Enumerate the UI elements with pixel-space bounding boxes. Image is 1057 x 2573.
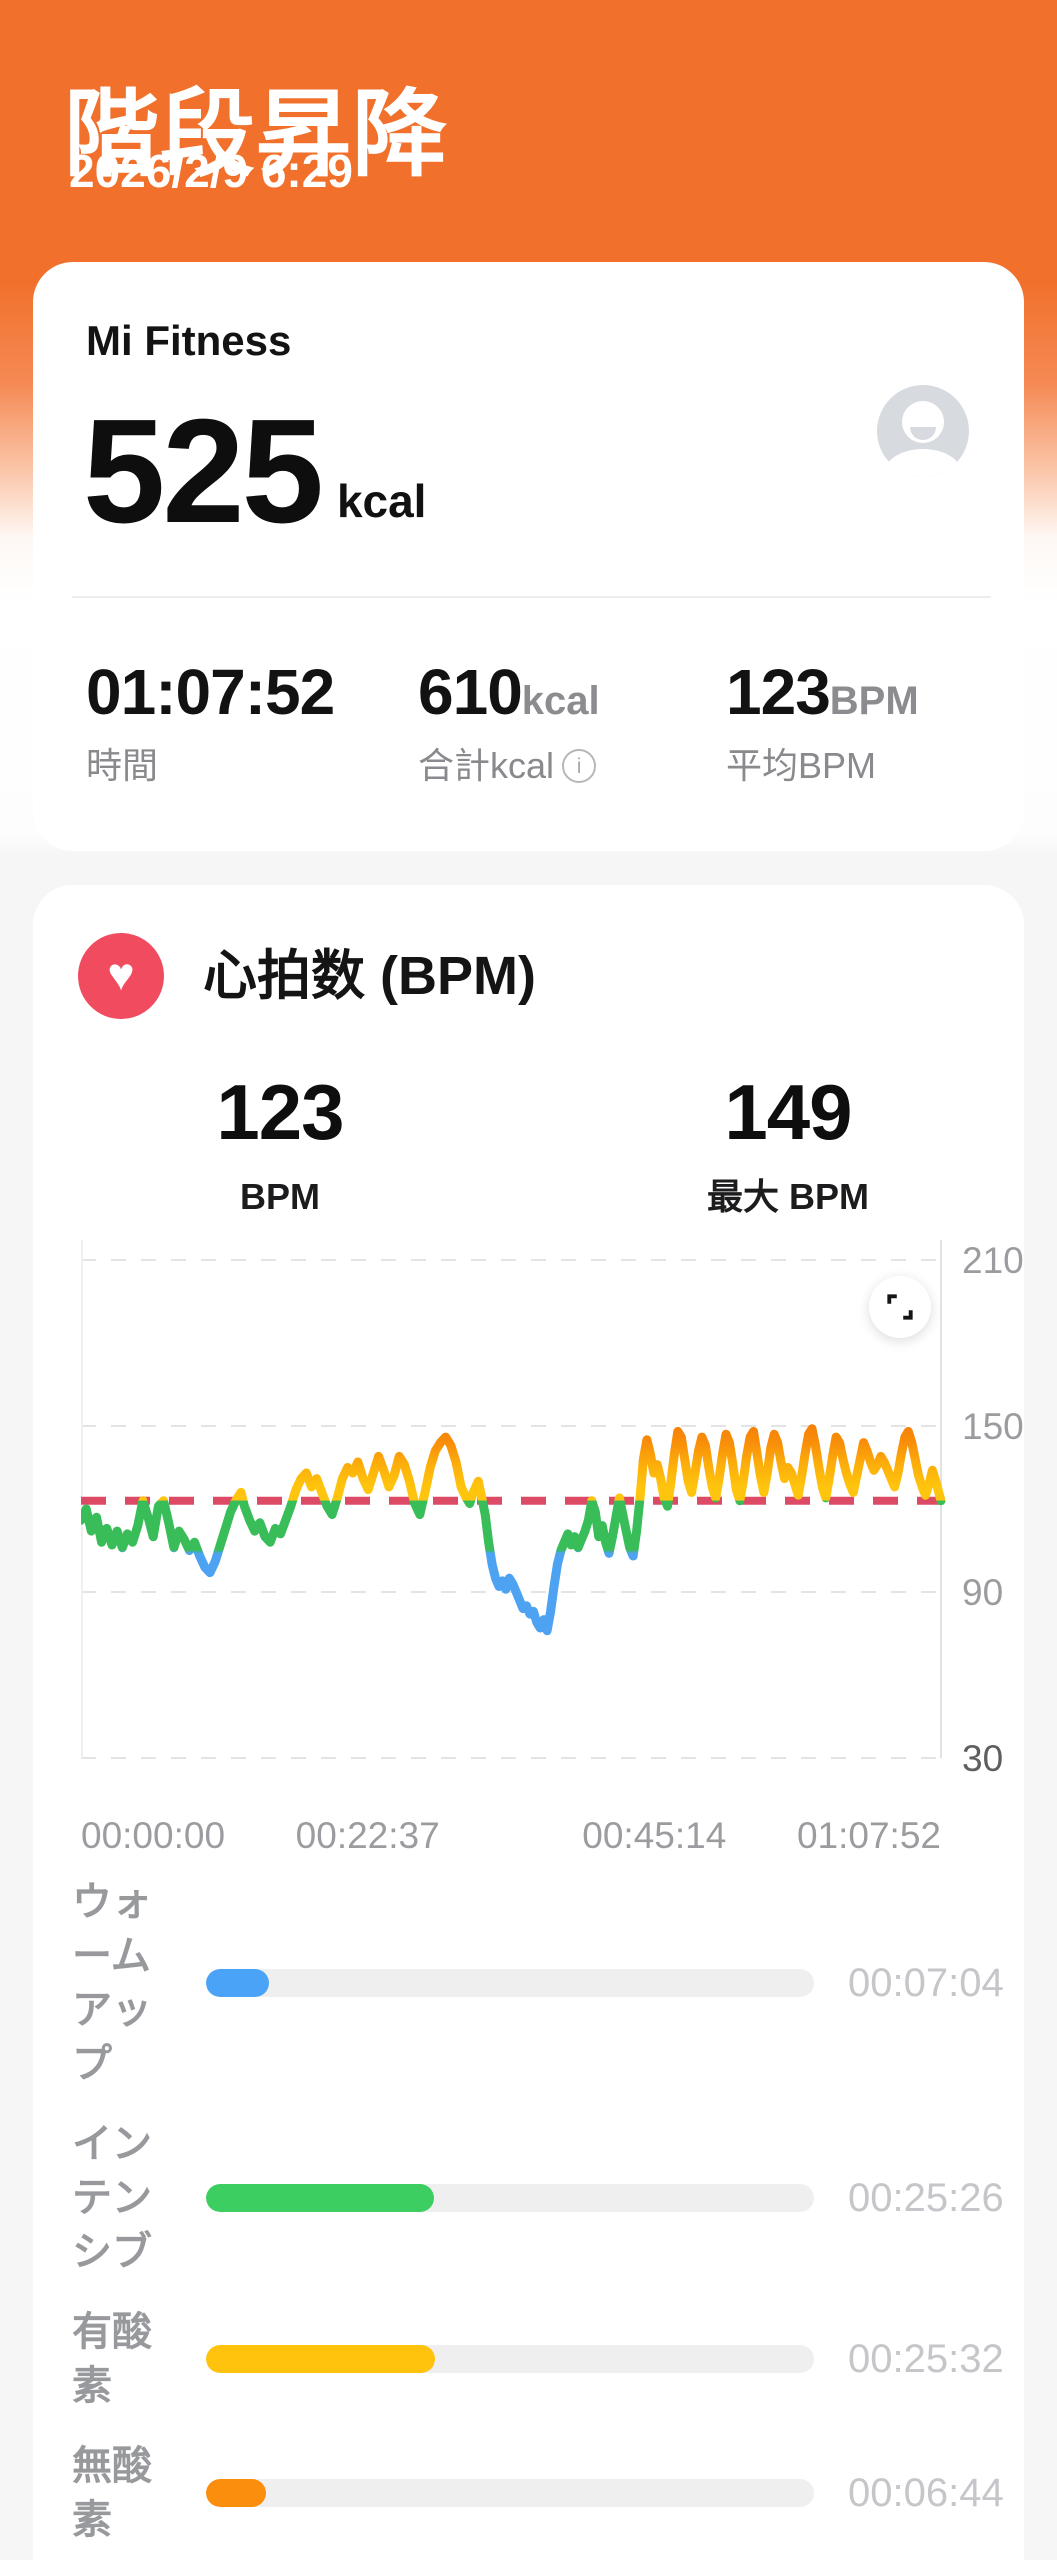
zone-intensive-bar-fill — [206, 2184, 434, 2212]
svg-text:210: 210 — [962, 1240, 1024, 1281]
avg-bpm-value: 123 — [726, 656, 831, 728]
zone-anaerobic-time: 00:06:44 — [848, 2471, 1004, 2515]
calories-value: 525 — [83, 389, 324, 554]
duration-label: 時間 — [86, 745, 159, 786]
total-kcal-unit: kcal — [521, 679, 600, 723]
zone-intensive-label: イン テン シブ — [72, 2122, 152, 2274]
avg-bpm-unit: BPM — [829, 679, 919, 723]
zone-row-aerobic: 有酸 素 00:25:32 — [72, 2305, 1012, 2413]
heart-rate-card: ♥ 心拍数 (BPM) 123 BPM 149 最大 BPM 210 150 90 3… — [33, 885, 1024, 2560]
zone-warmup-bar-fill — [206, 1969, 270, 1997]
expand-icon — [887, 1294, 913, 1320]
svg-text:90: 90 — [962, 1572, 1003, 1613]
stat-avg-bpm: 123 BPM 平均BPM — [726, 660, 919, 784]
metric-avg-bpm-value: 123 — [216, 1068, 344, 1156]
total-kcal-value: 610 — [418, 656, 523, 728]
workout-datetime: 2026/2/9 6:29 — [69, 145, 353, 197]
avatar-smile-shape — [910, 427, 936, 440]
metric-avg-bpm: 123 BPM — [130, 1073, 430, 1215]
zone-aerobic-label: 有酸 素 — [72, 2310, 152, 2408]
workout-title: 階段昇降 — [64, 81, 449, 188]
divider — [72, 596, 991, 598]
zone-aerobic-bar — [206, 2345, 814, 2373]
svg-text:150: 150 — [962, 1406, 1024, 1447]
metric-max-bpm-value: 149 — [724, 1068, 852, 1156]
zone-anaerobic-bar-fill — [206, 2479, 267, 2507]
avatar — [877, 385, 969, 477]
total-kcal-label: 合計kcal — [418, 745, 555, 786]
metric-max-bpm-label: 最大 BPM — [706, 1176, 869, 1217]
avg-bpm-label: 平均BPM — [726, 745, 877, 786]
zone-warmup-bar — [206, 1969, 814, 1997]
stat-total-kcal: 610 kcal 合計kcal i — [418, 660, 600, 784]
metric-avg-bpm-label: BPM — [240, 1176, 320, 1217]
heart-rate-zones: ウォ ーム アッ プ 00:07:04 イン テン シブ 00:25:26 有酸… — [72, 1875, 1012, 2573]
source-app-label: Mi Fitness — [86, 317, 292, 364]
zone-aerobic-time: 00:25:32 — [848, 2337, 1004, 2381]
avatar-torso-shape — [885, 449, 961, 477]
zone-row-warmup: ウォ ーム アッ プ 00:07:04 — [72, 1875, 1012, 2091]
heart-rate-chart[interactable]: 210 150 90 30 00:00:00 00:22:37 00:45:14 01:07:… — [81, 1240, 1024, 1865]
zone-warmup-time: 00:07:04 — [848, 1961, 1004, 2005]
calories-unit: kcal — [336, 475, 427, 527]
zone-anaerobic-bar — [206, 2479, 814, 2507]
svg-text:00:22:37: 00:22:37 — [296, 1815, 440, 1856]
svg-text:01:07:52: 01:07:52 — [797, 1815, 941, 1856]
heart-rate-title: 心拍数 (BPM) — [203, 946, 536, 1006]
summary-card: Mi Fitness 525 kcal 01:07:52 時間 610 kcal — [33, 262, 1024, 851]
zone-anaerobic-label: 無酸 素 — [72, 2444, 152, 2542]
zone-aerobic-bar-fill — [206, 2345, 435, 2373]
expand-chart-button[interactable] — [869, 1276, 931, 1338]
svg-text:00:45:14: 00:45:14 — [582, 1815, 726, 1856]
duration-value: 01:07:52 — [86, 656, 335, 728]
svg-text:30: 30 — [962, 1738, 1003, 1779]
heart-icon: ♥ — [78, 933, 164, 1019]
zone-row-intensive: イン テン シブ 00:25:26 — [72, 2117, 1012, 2279]
calories-display: 525 kcal — [83, 398, 426, 546]
stat-duration: 01:07:52 時間 — [86, 656, 335, 786]
zone-warmup-label: ウォ ーム アッ プ — [72, 1880, 152, 2086]
svg-text:00:00:00: 00:00:00 — [81, 1815, 225, 1856]
zone-row-anaerobic: 無酸 素 00:06:44 — [72, 2439, 1012, 2547]
zone-intensive-time: 00:25:26 — [848, 2176, 1004, 2220]
metric-max-bpm: 149 最大 BPM — [638, 1073, 938, 1215]
info-icon[interactable]: i — [562, 749, 597, 783]
zone-intensive-bar — [206, 2184, 814, 2212]
